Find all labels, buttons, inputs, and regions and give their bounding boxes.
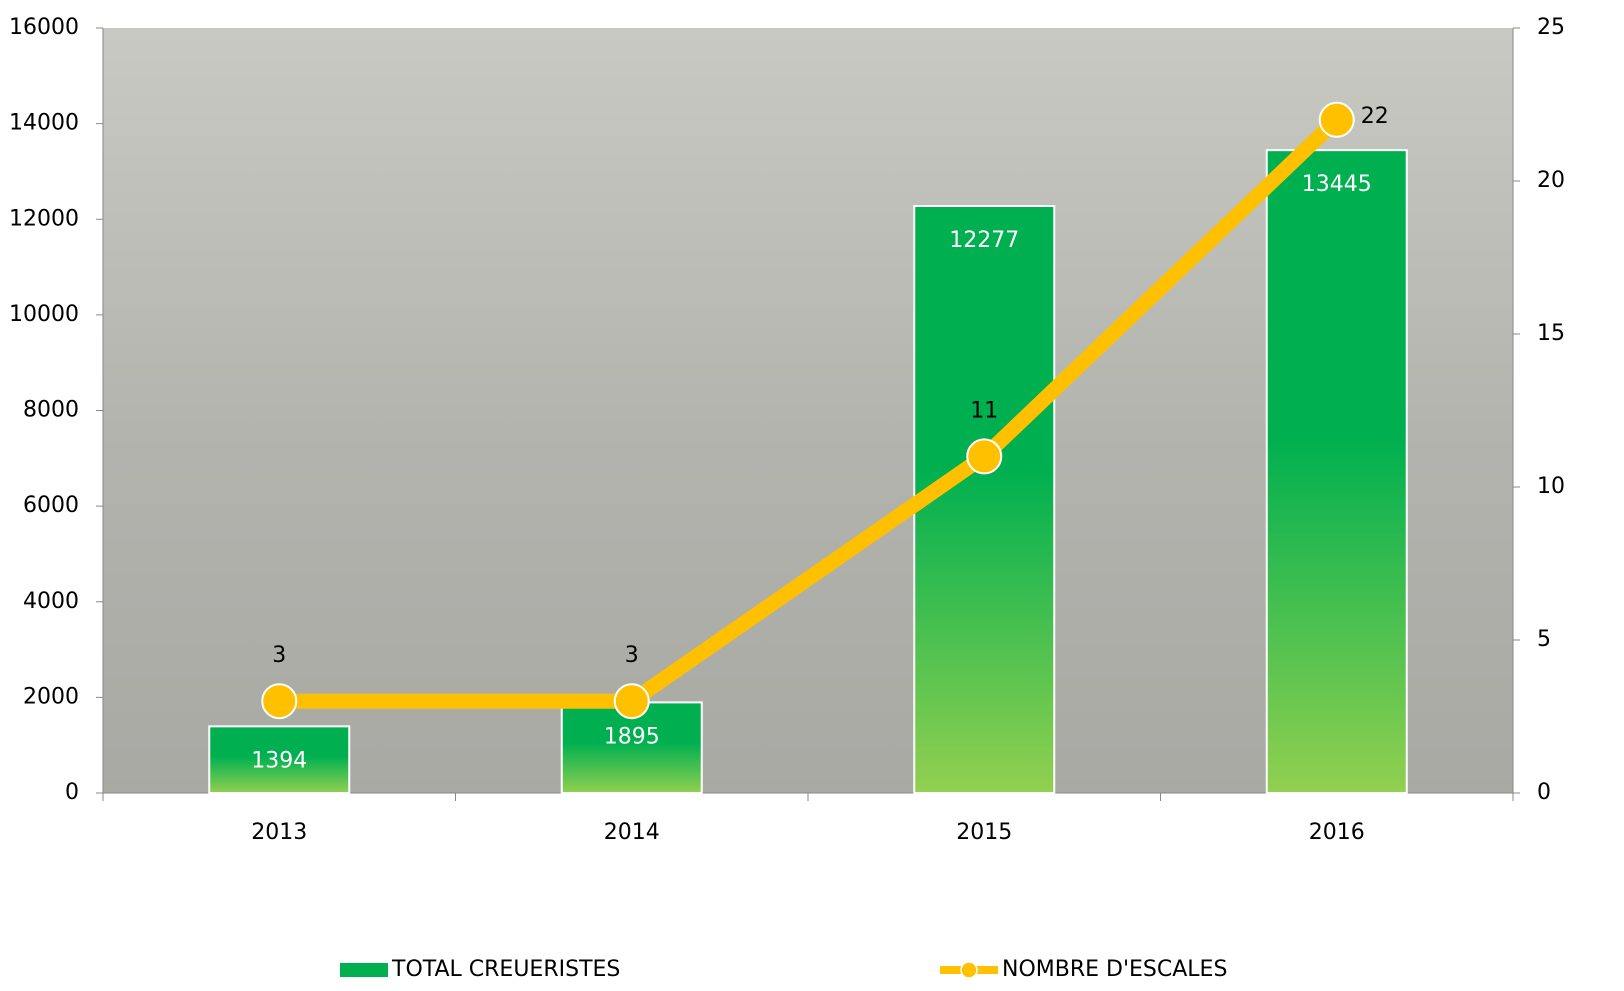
- line-value-label: 11: [970, 398, 998, 423]
- y-tick-label: 0: [65, 780, 79, 805]
- line-value-label: 3: [272, 643, 286, 668]
- line-marker: [1318, 101, 1355, 138]
- y-tick-label: 14000: [9, 111, 79, 136]
- bar-value-label: 13445: [1302, 172, 1372, 197]
- y2-tick-label: 10: [1537, 474, 1565, 499]
- line-marker: [261, 683, 298, 720]
- x-tick-label: 2013: [251, 820, 307, 845]
- bar-value-label: 1394: [251, 748, 307, 773]
- x-tick-label: 2015: [956, 820, 1012, 845]
- y2-tick-label: 20: [1537, 168, 1565, 193]
- bar-value-label: 12277: [949, 228, 1019, 253]
- legend-swatch-marker: [960, 961, 978, 979]
- line-marker: [966, 438, 1003, 475]
- legend-label: TOTAL CREUERISTES: [391, 957, 620, 982]
- line-value-label: 3: [625, 643, 639, 668]
- y2-tick-label: 25: [1537, 15, 1565, 40]
- bar-value-label: 1895: [604, 724, 660, 749]
- line: [279, 114, 1342, 709]
- x-tick-label: 2016: [1309, 820, 1365, 845]
- y-tick-label: 6000: [23, 493, 79, 518]
- y-tick-label: 16000: [9, 15, 79, 40]
- line-value-label: 22: [1361, 104, 1389, 129]
- line-marker: [613, 683, 650, 720]
- y2-tick-label: 5: [1537, 627, 1551, 652]
- bar: [1265, 149, 1408, 794]
- legend-swatch: [340, 963, 388, 977]
- y-tick-label: 12000: [9, 206, 79, 231]
- y-tick-label: 4000: [23, 589, 79, 614]
- y2-tick-label: 15: [1537, 321, 1565, 346]
- x-tick-label: 2014: [604, 820, 660, 845]
- y-tick-label: 8000: [23, 398, 79, 423]
- bar: [208, 725, 351, 794]
- y-tick-label: 10000: [9, 302, 79, 327]
- y2-tick-label: 0: [1537, 780, 1551, 805]
- legend-label: NOMBRE D'ESCALES: [1002, 957, 1227, 982]
- y-tick-label: 2000: [23, 684, 79, 709]
